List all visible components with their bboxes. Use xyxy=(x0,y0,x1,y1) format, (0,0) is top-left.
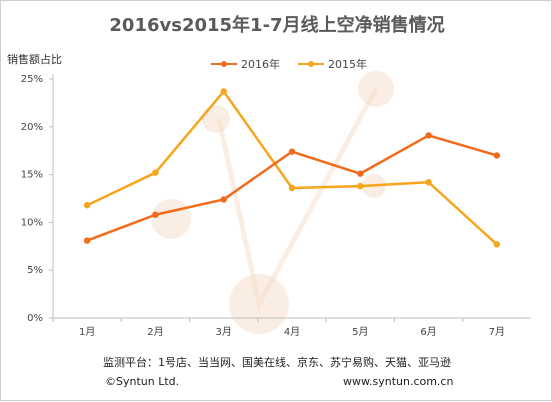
series-1-point-1 xyxy=(152,169,159,176)
y-tick-label-5: 25% xyxy=(21,74,43,85)
x-tick-label-6: 7月 xyxy=(489,326,505,338)
y-tick-label-4: 20% xyxy=(21,122,43,133)
watermark-bubble-2 xyxy=(229,274,289,334)
series-line-1 xyxy=(86,90,498,246)
y-tick-label-0: 0% xyxy=(27,313,43,324)
legend-item-2016: 2016年 xyxy=(211,56,280,72)
series-1-point-5 xyxy=(425,179,432,186)
legend: 2016年 2015年 xyxy=(211,56,367,72)
series-0-point-0 xyxy=(83,237,91,244)
series-0-point-5 xyxy=(425,132,432,139)
series-0-point-4 xyxy=(357,170,364,177)
series-1-point-4 xyxy=(357,182,364,190)
series-1-point-2 xyxy=(220,88,227,95)
legend-swatch-2016 xyxy=(211,59,237,69)
series-0-point-2 xyxy=(220,196,227,203)
x-tick-label-2: 3月 xyxy=(216,326,232,338)
x-tick-label-4: 5月 xyxy=(352,326,368,338)
x-tick-label-3: 4月 xyxy=(284,326,300,338)
series-1-point-0 xyxy=(83,201,91,209)
watermark-bubble-3 xyxy=(358,71,394,107)
legend-item-2015: 2015年 xyxy=(298,56,367,72)
chart-title: 2016vs2015年1-7月线上空净销售情况 xyxy=(109,15,445,36)
series-0-point-1 xyxy=(152,211,159,218)
legend-swatch-2015 xyxy=(298,59,324,69)
watermark-line xyxy=(216,87,379,312)
x-tick-label-1: 2月 xyxy=(147,326,163,338)
watermark-bubble-0 xyxy=(151,199,191,239)
data-source-note: 监测平台：1号店、当当网、国美在线、京东、苏宁易购、天猫、亚马逊 xyxy=(103,356,451,369)
website-text: www.syntun.com.cn xyxy=(343,375,454,388)
series-0-point-6 xyxy=(493,152,501,159)
series-1-point-3 xyxy=(288,184,296,192)
legend-label-2016: 2016年 xyxy=(241,58,280,71)
series-0-point-3 xyxy=(288,148,296,155)
y-tick-label-3: 15% xyxy=(21,170,43,181)
y-tick-label-2: 10% xyxy=(21,217,43,228)
legend-label-2015: 2015年 xyxy=(328,58,367,71)
y-axis-label: 销售额占比 xyxy=(7,53,62,66)
y-tick-label-1: 5% xyxy=(27,265,43,276)
copyright-text: ©Syntun Ltd. xyxy=(105,375,180,388)
x-tick-label-5: 6月 xyxy=(420,326,436,338)
x-tick-label-0: 1月 xyxy=(79,326,95,338)
watermark-bubble-1 xyxy=(202,105,230,133)
series-1-point-6 xyxy=(493,241,501,248)
